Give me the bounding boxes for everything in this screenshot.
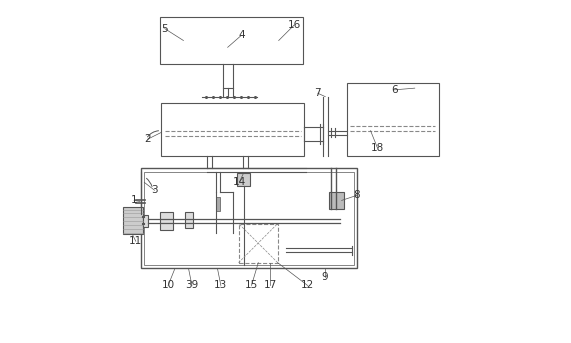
Text: 18: 18 xyxy=(371,143,384,153)
Bar xyxy=(160,212,172,230)
Text: 8: 8 xyxy=(353,190,360,200)
Bar xyxy=(143,215,148,227)
Text: 1: 1 xyxy=(131,196,138,205)
Bar xyxy=(216,197,220,211)
Bar xyxy=(123,207,143,235)
Text: 7: 7 xyxy=(315,88,321,98)
Text: 2: 2 xyxy=(144,134,151,144)
Bar xyxy=(347,83,439,156)
Bar xyxy=(162,104,304,156)
Bar xyxy=(185,212,192,228)
Text: 12: 12 xyxy=(301,281,314,291)
Bar xyxy=(141,168,357,269)
Bar xyxy=(239,224,278,263)
Text: 6: 6 xyxy=(391,85,397,95)
Text: 4: 4 xyxy=(238,31,244,40)
Bar xyxy=(329,192,344,209)
Text: 15: 15 xyxy=(245,281,258,291)
Bar xyxy=(237,173,250,186)
Bar xyxy=(144,172,353,265)
Text: 3: 3 xyxy=(151,185,158,195)
Text: 13: 13 xyxy=(214,281,227,291)
Text: 5: 5 xyxy=(162,24,168,34)
Text: 10: 10 xyxy=(162,281,175,291)
Text: 39: 39 xyxy=(186,281,199,291)
Text: 14: 14 xyxy=(233,177,246,187)
Bar xyxy=(160,17,303,64)
Text: 16: 16 xyxy=(287,20,300,30)
Text: 17: 17 xyxy=(264,281,277,291)
Text: 9: 9 xyxy=(321,272,328,282)
Text: 11: 11 xyxy=(129,236,142,246)
